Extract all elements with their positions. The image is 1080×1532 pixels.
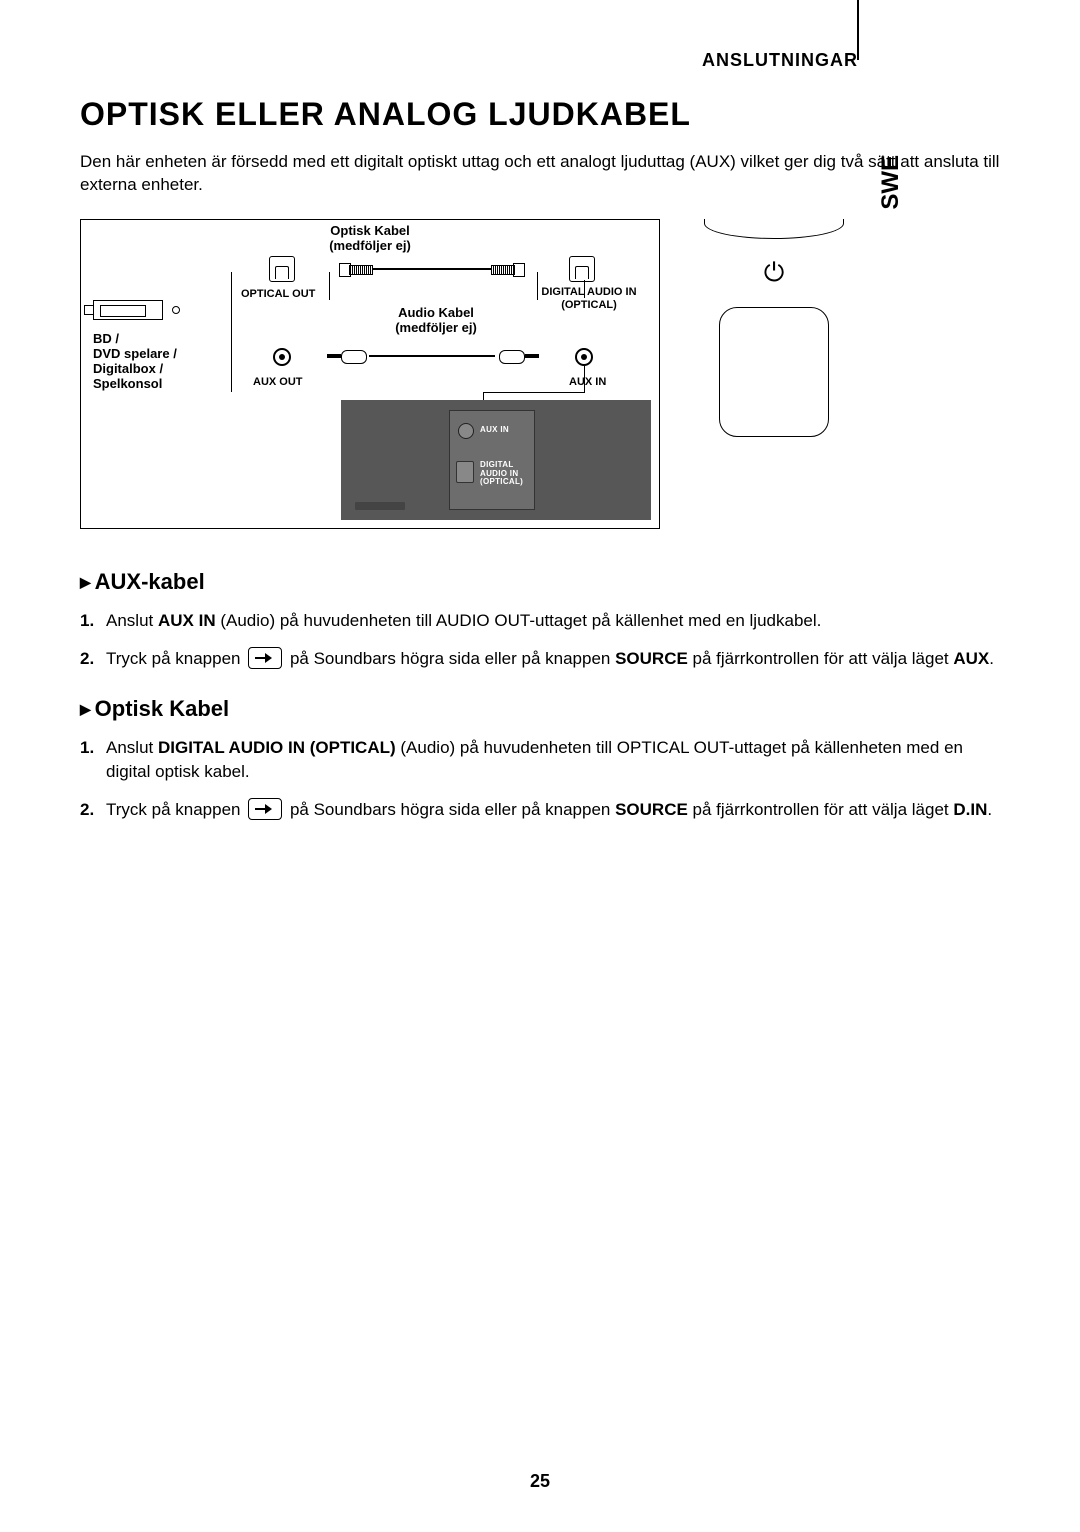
aux-cable-line <box>369 355 495 357</box>
divider-mid-1 <box>329 272 330 300</box>
source-device-icon <box>93 300 163 320</box>
language-tab: SWE <box>877 155 905 210</box>
aux-steps: Anslut AUX IN (Audio) på huvudenheten ti… <box>80 609 1000 671</box>
optical-heading: Optisk Kabel <box>80 696 1000 722</box>
intro-paragraph: Den här enheten är försedd med ett digit… <box>80 151 1000 197</box>
digital-audio-in-label: DIGITAL AUDIO IN (OPTICAL) <box>529 286 649 311</box>
aux-jack-left <box>273 348 291 366</box>
divider-left <box>231 272 232 392</box>
connection-diagram: Optisk Kabel (medföljer ej) OPTICAL OUT … <box>80 219 1000 529</box>
optical-plug-right <box>491 263 525 275</box>
conn-line-aux <box>584 366 585 392</box>
remote-button-outline <box>719 307 829 437</box>
soundbar-digital-label: DIGITAL AUDIO IN (OPTICAL) <box>480 461 534 487</box>
optical-step-2: Tryck på knappen på Soundbars högra sida… <box>80 798 1000 822</box>
optical-cable-line <box>373 268 491 270</box>
page-title: OPTISK ELLER ANALOG LJUDKABEL <box>80 96 1000 133</box>
audio-cable-label: Audio Kabel (medföljer ej) <box>381 306 491 336</box>
soundbar-illustration: AUX IN DIGITAL AUDIO IN (OPTICAL) <box>341 400 651 520</box>
aux-step-2: Tryck på knappen på Soundbars högra sida… <box>80 647 1000 671</box>
source-icon <box>248 798 282 820</box>
aux-plug-left <box>327 350 371 362</box>
section-header: ANSLUTNINGAR <box>702 50 858 71</box>
diagram-panel: Optisk Kabel (medföljer ej) OPTICAL OUT … <box>80 219 660 529</box>
aux-jack-right <box>575 348 593 366</box>
optical-step-1: Anslut DIGITAL AUDIO IN (OPTICAL) (Audio… <box>80 736 1000 784</box>
divider-mid-2 <box>537 272 538 300</box>
source-icon <box>248 647 282 669</box>
source-device-label: BD / DVD spelare / Digitalbox / Spelkons… <box>93 332 213 392</box>
optical-steps: Anslut DIGITAL AUDIO IN (OPTICAL) (Audio… <box>80 736 1000 821</box>
conn-line-horiz <box>483 392 585 393</box>
optical-port-right <box>569 256 595 282</box>
aux-out-label: AUX OUT <box>253 376 303 389</box>
optical-out-label: OPTICAL OUT <box>241 288 315 301</box>
optical-plug-left <box>339 263 373 275</box>
soundbar-aux-in-label: AUX IN <box>480 425 509 434</box>
conn-line-optical <box>584 280 585 298</box>
aux-step-1: Anslut AUX IN (Audio) på huvudenheten ti… <box>80 609 1000 633</box>
power-icon: ⏻ <box>764 257 785 289</box>
remote-panel: ⏻ <box>684 219 864 529</box>
aux-plug-right <box>495 350 539 362</box>
aux-heading: AUX-kabel <box>80 569 1000 595</box>
optical-port-left <box>269 256 295 282</box>
aux-in-label: AUX IN <box>569 376 606 389</box>
page-number: 25 <box>0 1471 1080 1492</box>
remote-top-curve <box>704 219 844 239</box>
optical-cable-label: Optisk Kabel (medföljer ej) <box>81 224 659 254</box>
